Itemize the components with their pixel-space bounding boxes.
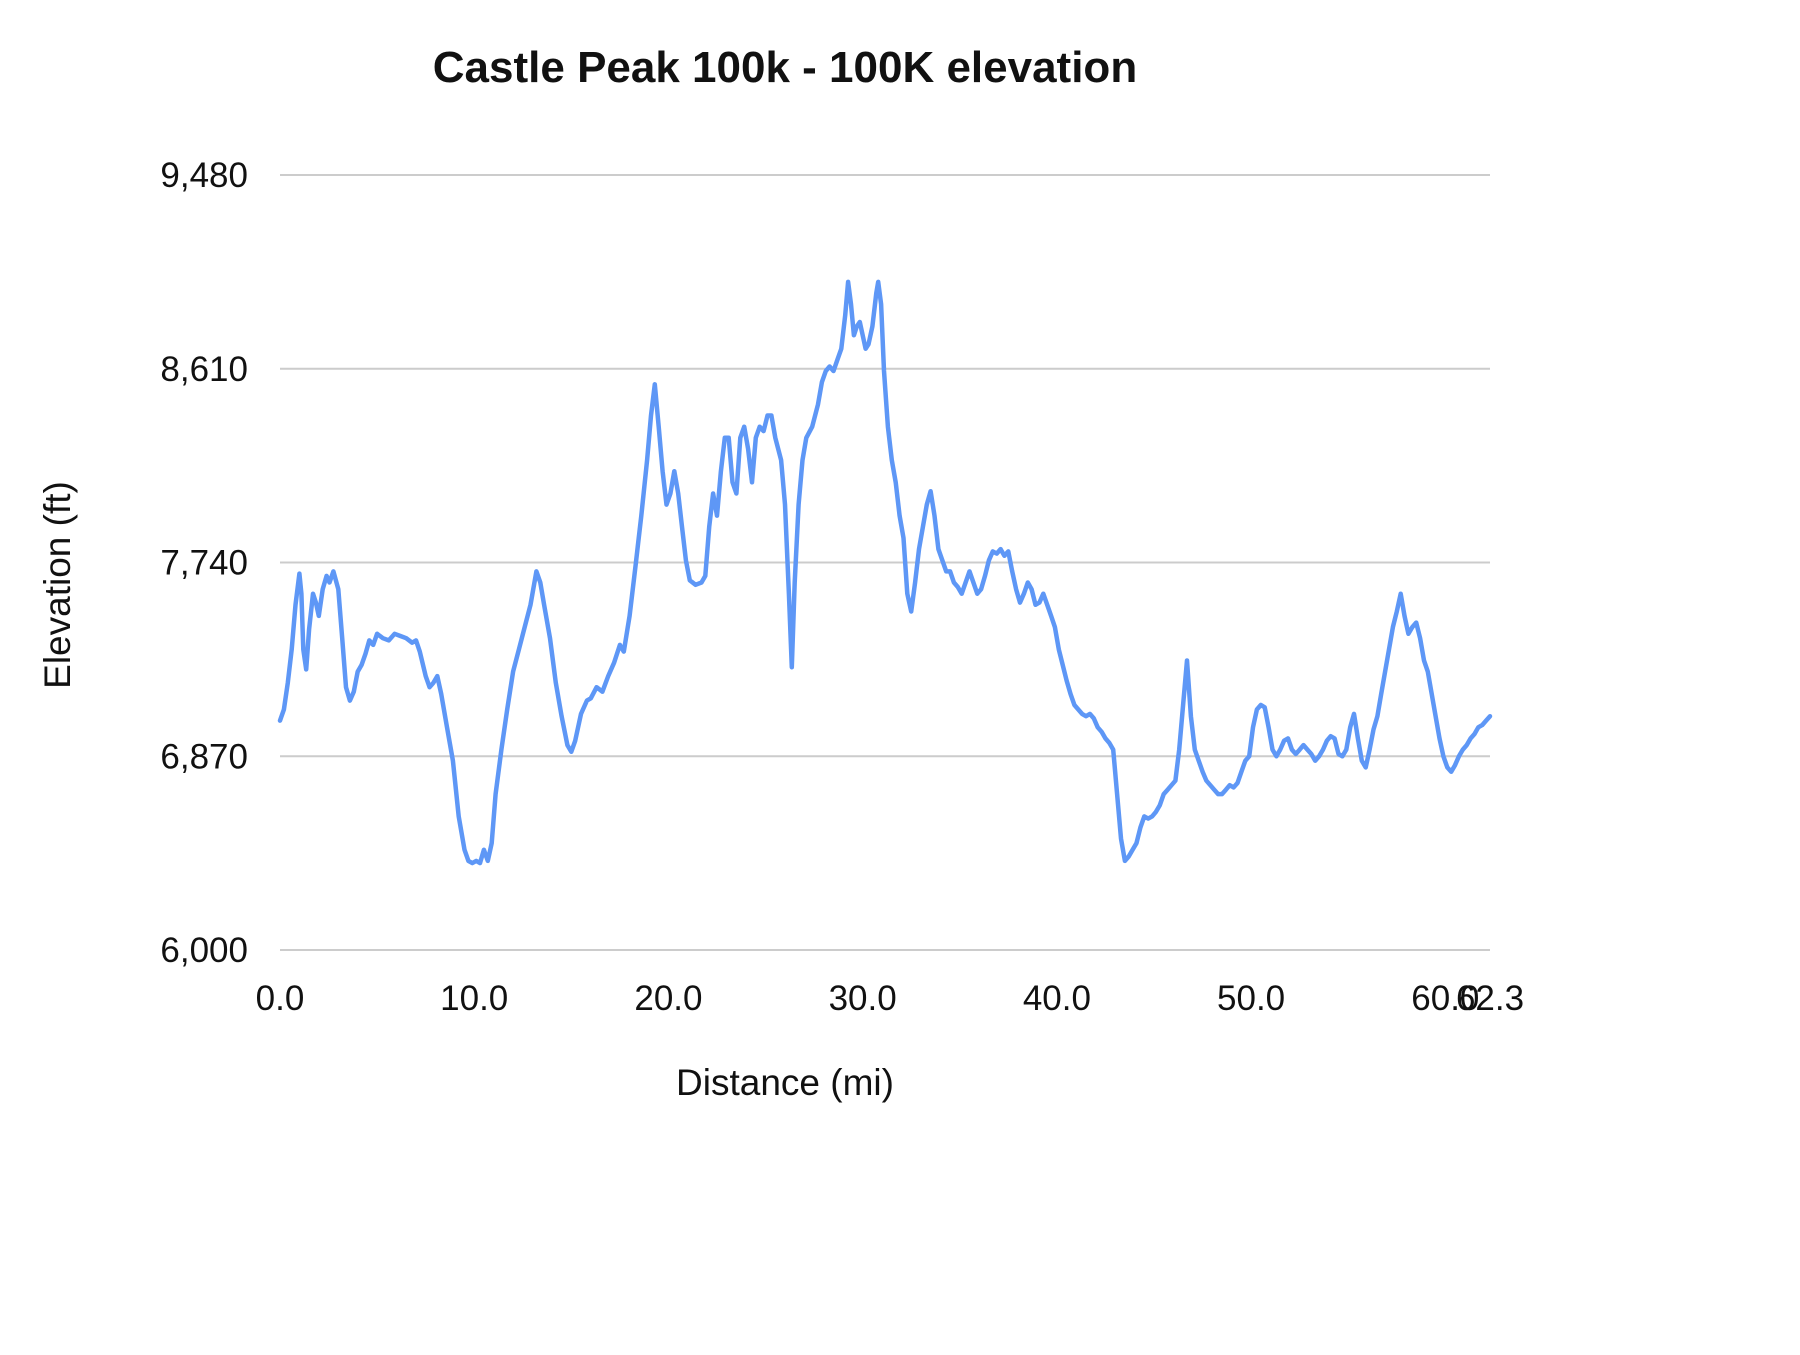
y-tick-label: 9,480 — [160, 156, 248, 195]
y-tick-label: 8,610 — [160, 350, 248, 389]
x-tick-label: 60.0 — [1411, 979, 1479, 1018]
chart-title: Castle Peak 100k - 100K elevation — [433, 43, 1137, 92]
x-tick-label: 62.3 — [1456, 979, 1524, 1018]
y-axis-title: Elevation (ft) — [37, 481, 78, 689]
x-axis-tick-labels: 0.0 10.0 20.0 30.0 40.0 50.0 60.062.3 — [256, 979, 1524, 1018]
x-tick-label: 40.0 — [1023, 979, 1091, 1018]
gridlines — [280, 174, 1490, 951]
elevation-line-series — [277, 279, 1493, 866]
x-tick-label: 30.0 — [829, 979, 897, 1018]
x-tick-label: 10.0 — [440, 979, 508, 1018]
y-tick-label: 6,870 — [160, 737, 248, 776]
x-tick-label: 0.0 — [256, 979, 305, 1018]
y-axis-tick-labels: 6,000 6,870 7,740 8,610 9,480 — [160, 156, 248, 970]
x-axis-title: Distance (mi) — [676, 1062, 894, 1103]
x-tick-label: 20.0 — [634, 979, 702, 1018]
x-tick-label: 50.0 — [1217, 979, 1285, 1018]
y-tick-label: 7,740 — [160, 544, 248, 583]
y-tick-label: 6,000 — [160, 931, 248, 970]
